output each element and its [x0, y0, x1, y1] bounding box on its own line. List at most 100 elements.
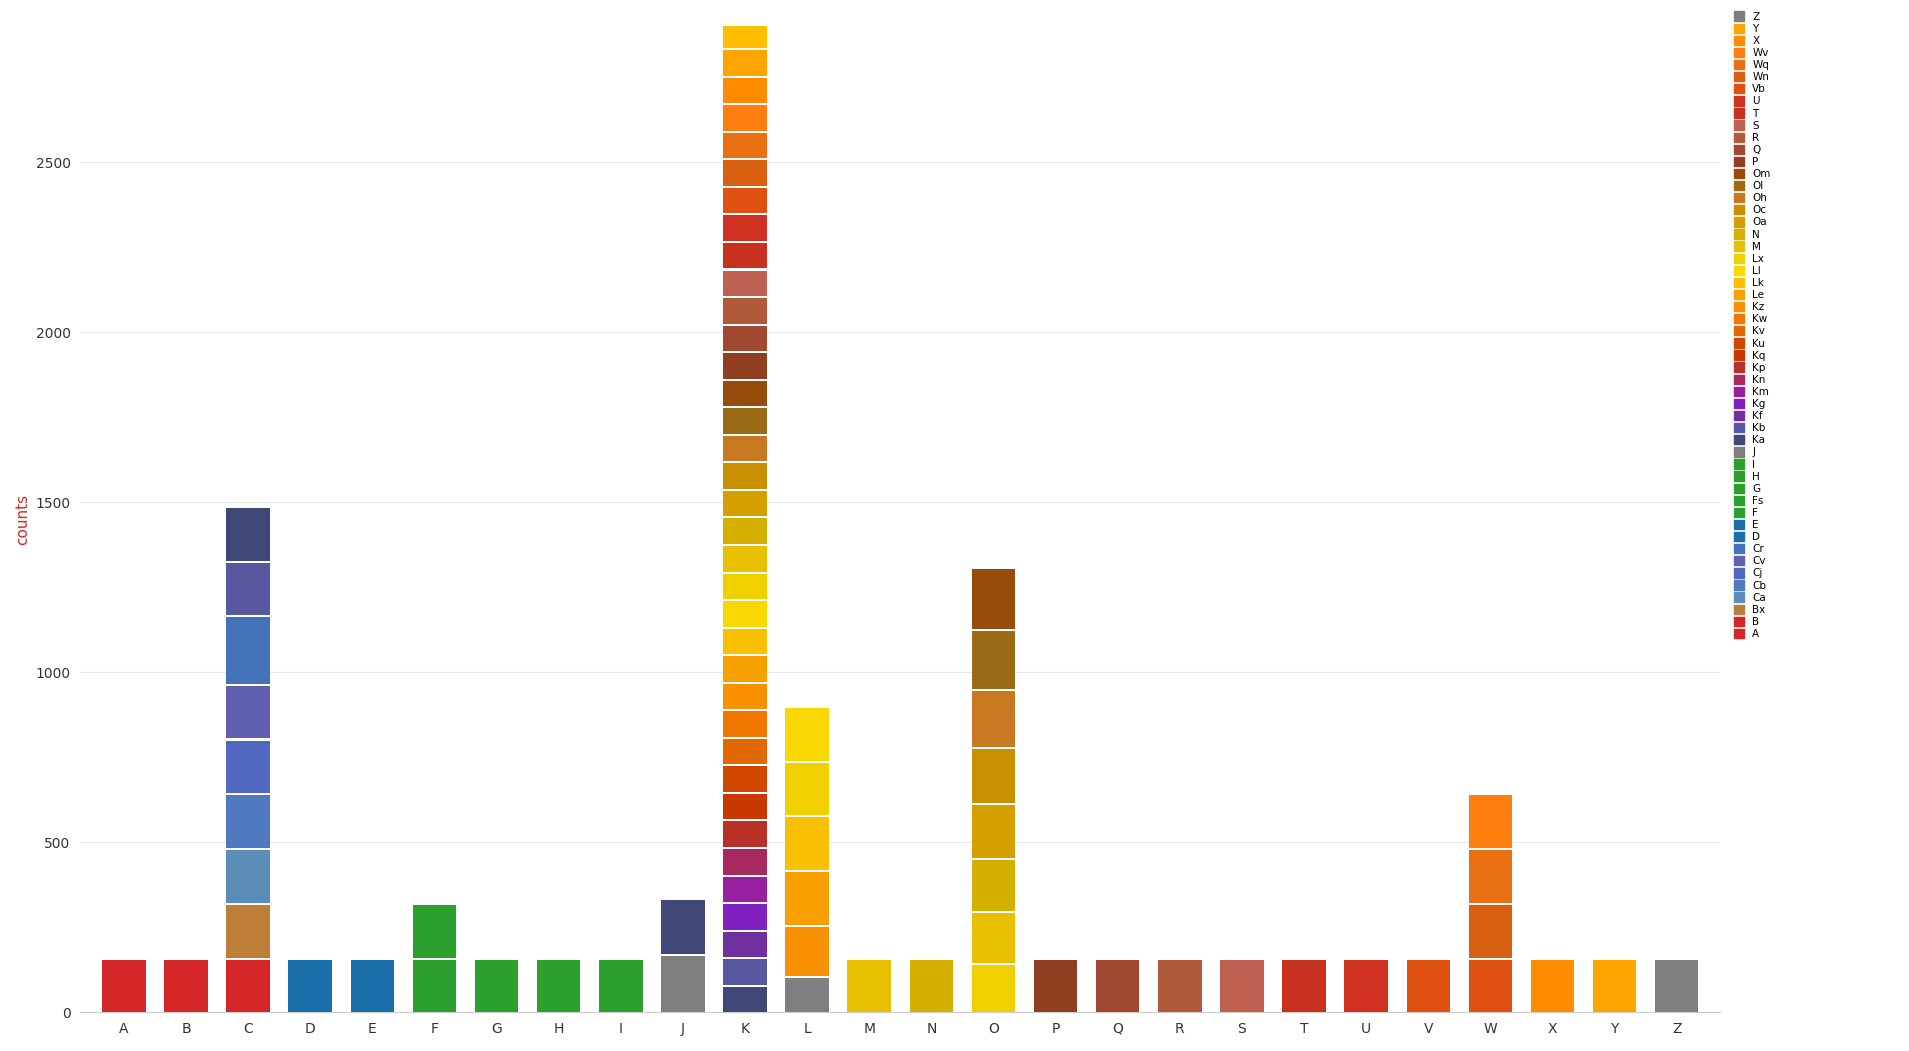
Bar [724, 739, 767, 764]
Bar [724, 628, 767, 654]
Bar [227, 508, 269, 560]
Bar [475, 960, 519, 1012]
Bar [1220, 960, 1264, 1012]
Bar [972, 859, 1016, 861]
Bar [227, 796, 269, 848]
Bar [227, 848, 269, 850]
Bar [972, 749, 1016, 803]
Bar [724, 353, 767, 378]
Bar [724, 78, 767, 103]
Bar [1096, 960, 1140, 1012]
Bar [724, 326, 767, 351]
Bar [785, 816, 829, 818]
Bar [972, 965, 1016, 1012]
Bar [227, 903, 269, 905]
Bar [724, 874, 767, 877]
Bar [724, 601, 767, 626]
Bar [724, 931, 767, 957]
Bar [227, 741, 269, 794]
Bar [724, 161, 767, 186]
Bar [724, 544, 767, 547]
Bar [724, 766, 767, 791]
Bar [724, 847, 767, 849]
Bar [412, 905, 456, 957]
Bar [724, 877, 767, 902]
Bar [412, 960, 456, 1012]
Bar [724, 930, 767, 931]
Bar [724, 243, 767, 268]
Bar [1592, 960, 1636, 1012]
Bar [227, 560, 269, 562]
Bar [724, 188, 767, 213]
Bar [724, 626, 767, 628]
Bar [227, 616, 269, 617]
Bar [1655, 960, 1699, 1012]
Bar [1159, 960, 1201, 1012]
Bar [972, 628, 1016, 631]
Bar [785, 763, 829, 816]
Bar [1468, 848, 1512, 850]
Bar [1531, 960, 1575, 1012]
Bar [785, 872, 829, 925]
Bar [1468, 850, 1512, 903]
Bar [724, 76, 767, 78]
Bar [724, 985, 767, 987]
Bar [972, 805, 1016, 859]
Bar [164, 960, 208, 1012]
Bar [724, 22, 767, 48]
Bar [785, 761, 829, 763]
Bar [724, 987, 767, 1012]
Bar [724, 599, 767, 601]
Bar [227, 684, 269, 686]
Bar [724, 682, 767, 684]
Bar [724, 547, 767, 572]
Bar [724, 186, 767, 188]
Bar [724, 960, 767, 985]
Bar [724, 103, 767, 105]
Bar [724, 270, 767, 296]
Bar [724, 516, 767, 518]
Bar [661, 954, 704, 956]
Bar [724, 709, 767, 712]
Bar [724, 436, 767, 461]
Bar [785, 978, 829, 1012]
Bar [724, 656, 767, 682]
Bar [724, 712, 767, 737]
Bar [1407, 960, 1451, 1012]
Bar [536, 960, 580, 1012]
Bar [724, 380, 767, 407]
Bar [724, 130, 767, 132]
Bar [972, 803, 1016, 805]
Bar [724, 351, 767, 353]
Bar [848, 960, 892, 1012]
Bar [288, 960, 332, 1012]
Bar [724, 324, 767, 326]
Bar [972, 631, 1016, 688]
Bar [724, 518, 767, 544]
Bar [724, 213, 767, 215]
Bar [724, 298, 767, 324]
Bar [972, 570, 1016, 628]
Bar [785, 870, 829, 872]
Bar [972, 861, 1016, 911]
Bar [724, 737, 767, 739]
Bar [724, 654, 767, 656]
Bar [227, 617, 269, 684]
Bar [1468, 905, 1512, 957]
Bar [103, 960, 145, 1012]
Bar [785, 818, 829, 870]
Bar [227, 794, 269, 796]
Bar [724, 574, 767, 599]
Bar [1283, 960, 1325, 1012]
Bar [1344, 960, 1388, 1012]
Bar [599, 960, 643, 1012]
Bar [724, 684, 767, 709]
Bar [724, 408, 767, 434]
Bar [972, 688, 1016, 691]
Bar [724, 904, 767, 930]
Bar [724, 241, 767, 243]
Bar [724, 461, 767, 463]
Bar [724, 491, 767, 516]
Bar [972, 963, 1016, 965]
Bar [724, 296, 767, 298]
